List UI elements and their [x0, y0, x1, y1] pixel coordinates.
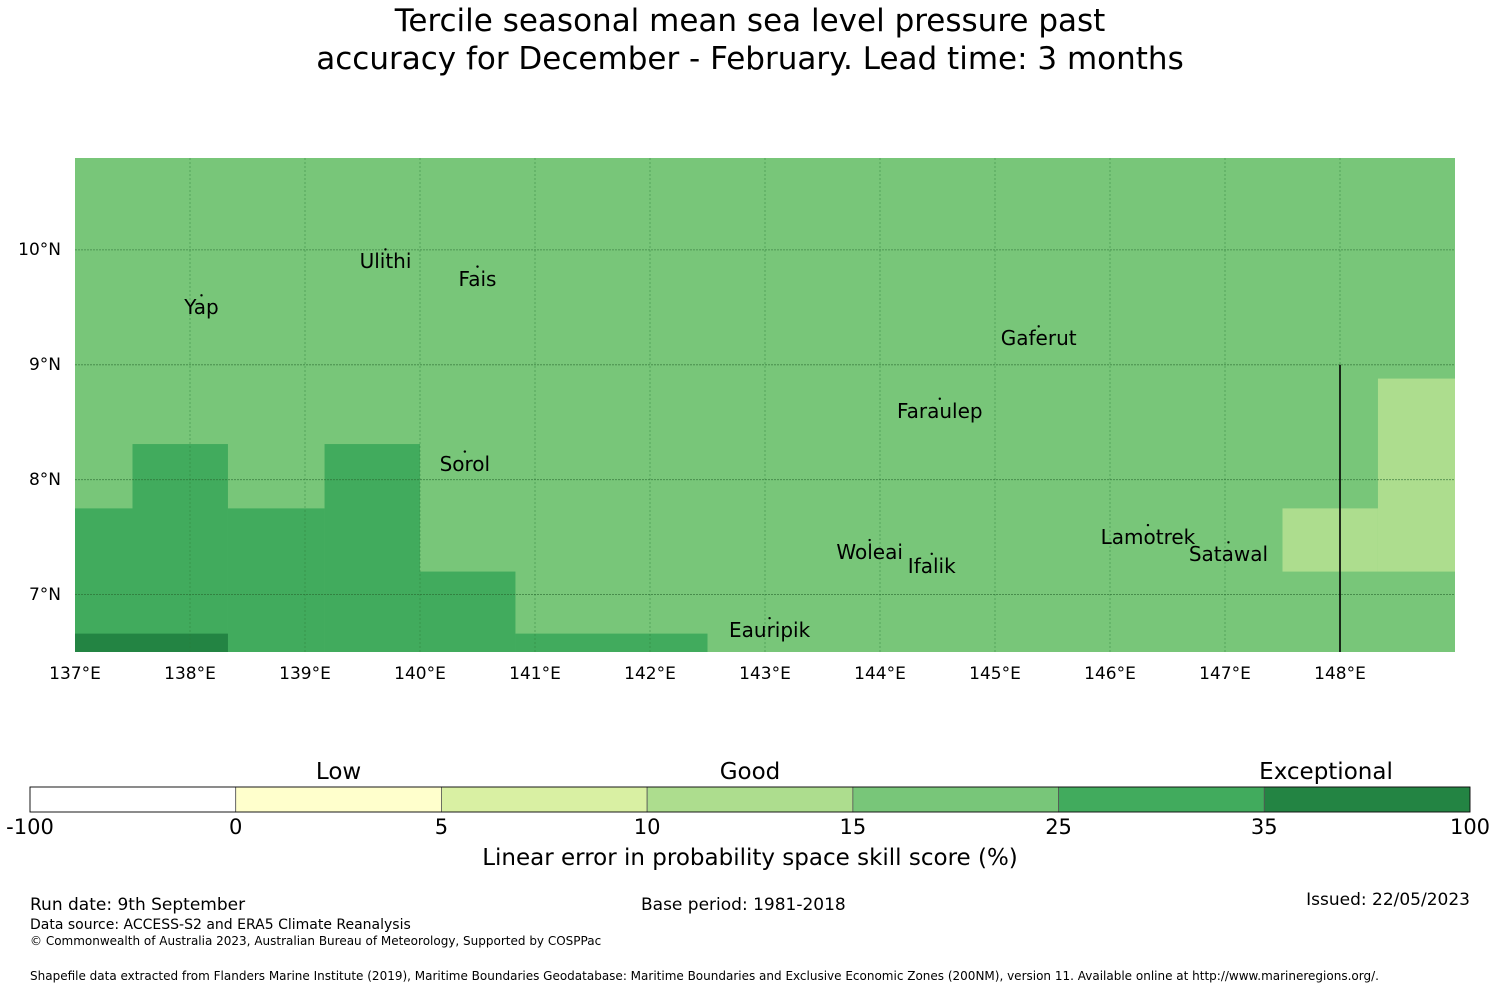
- island-marker-9: [1227, 541, 1230, 544]
- x-tick-label-8: 145°E: [969, 664, 1021, 684]
- x-tick-label-1: 138°E: [164, 664, 216, 684]
- island-marker-5: [463, 450, 467, 453]
- island-label-8: Lamotrek: [1100, 525, 1196, 550]
- skill-cell-7: [1282, 508, 1378, 572]
- skill-cell-5: [515, 633, 708, 652]
- copyright-notice: © Commonwealth of Australia 2023, Austra…: [30, 934, 602, 948]
- base-period: Base period: 1981-2018: [641, 895, 846, 915]
- island-marker-3: [1037, 325, 1040, 328]
- island-marker-10: [768, 616, 771, 620]
- x-tick-label-4: 141°E: [509, 664, 561, 684]
- x-tick-label-9: 146°E: [1084, 664, 1136, 684]
- run-date: Run date: 9th September: [30, 895, 246, 915]
- island-marker-8: [1146, 523, 1150, 527]
- x-tick-label-5: 142°E: [624, 664, 676, 684]
- chart-title: Tercile seasonal mean sea level pressure…: [0, 2, 1500, 78]
- issued-date: Issued: 22/05/2023: [1306, 890, 1470, 910]
- skill-cell-6: [75, 633, 228, 652]
- colorbar-tick-label-5: 25: [1045, 815, 1072, 839]
- colorbar-tick-label-2: 5: [434, 815, 449, 839]
- island-marker-7: [930, 552, 933, 556]
- x-tick-label-0: 137°E: [49, 664, 101, 684]
- island-label-9: Satawal: [1188, 542, 1269, 567]
- island-marker-1: [384, 248, 387, 251]
- colorbar-bin-5: [1058, 786, 1265, 813]
- colorbar-tick-label-4: 15: [839, 815, 867, 839]
- island-label-2: Fais: [458, 266, 497, 291]
- island-label-3: Gaferut: [1000, 326, 1077, 351]
- colorbar-tick-label-7: 100: [1449, 815, 1491, 839]
- x-tick-label-10: 147°E: [1199, 664, 1251, 684]
- island-label-6: Woleai: [836, 540, 903, 565]
- colorbar-bin-0: [29, 786, 237, 813]
- colorbar-bin-2: [441, 786, 648, 813]
- x-tick-label-2: 139°E: [279, 664, 331, 684]
- island-marker-4: [938, 397, 941, 400]
- x-tick-label-3: 140°E: [394, 664, 446, 684]
- island-label-10: Eauripik: [729, 618, 811, 643]
- skill-cell-2: [227, 508, 325, 652]
- y-tick-label-0: 10°N: [18, 239, 61, 260]
- skill-cell-3: [324, 444, 420, 652]
- skill-cell-4: [420, 571, 516, 652]
- island-label-5: Sorol: [439, 451, 491, 476]
- chart-title-line-2: accuracy for December - February. Lead t…: [316, 41, 1184, 77]
- island-marker-0: [200, 294, 203, 297]
- colorbar-bin-4: [852, 786, 1059, 813]
- colorbar-category-exceptional: Exceptional: [1259, 759, 1393, 785]
- skill-cell-1: [132, 444, 228, 652]
- colorbar-category-good: Good: [719, 759, 781, 785]
- x-tick-label-11: 148°E: [1314, 664, 1366, 684]
- x-tick-label-7: 144°E: [854, 664, 906, 684]
- y-tick-label-3: 7°N: [28, 584, 61, 605]
- island-label-0: Yap: [184, 295, 219, 320]
- colorbar-tick-label-3: 10: [633, 815, 661, 839]
- colorbar-bin-1: [235, 786, 442, 813]
- colorbar-tick-label-1: 0: [229, 815, 243, 839]
- island-marker-2: [476, 265, 479, 268]
- colorbar-frame: [29, 786, 1471, 813]
- chart-title-line-1: Tercile seasonal mean sea level pressure…: [394, 3, 1106, 39]
- island-label-1: Ulithi: [359, 249, 412, 274]
- y-tick-label-1: 9°N: [28, 354, 61, 375]
- colorbar-title: Linear error in probability space skill …: [482, 845, 1018, 871]
- colorbar-bin-3: [646, 786, 854, 813]
- skill-cell-8: [1377, 378, 1455, 572]
- colorbar-tick-label-6: 35: [1250, 815, 1278, 839]
- shapefile-credit: Shapefile data extracted from Flanders M…: [30, 969, 1379, 983]
- skill-cell-0: [75, 508, 133, 652]
- colorbar-bin-6: [1263, 786, 1471, 813]
- data-source: Data source: ACCESS-S2 and ERA5 Climate …: [30, 917, 411, 933]
- island-marker-6: [868, 538, 871, 542]
- island-label-7: Ifalik: [907, 553, 956, 578]
- x-tick-label-6: 143°E: [739, 664, 791, 684]
- colorbar-category-low: Low: [315, 759, 362, 785]
- island-label-4: Faraulep: [896, 398, 983, 423]
- colorbar-tick-label-0: -100: [6, 815, 54, 839]
- y-tick-label-2: 8°N: [28, 469, 61, 490]
